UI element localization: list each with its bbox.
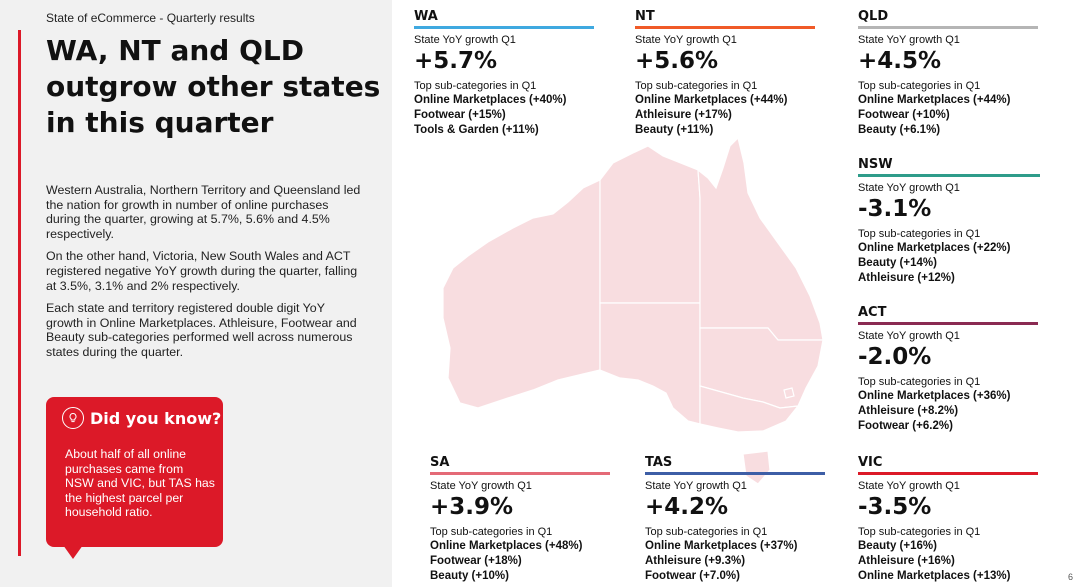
state-rule bbox=[430, 472, 610, 475]
category-item: Online Marketplaces (+40%) bbox=[414, 94, 567, 106]
top-categories-label: Top sub-categories in Q1 bbox=[858, 228, 981, 240]
category-item: Beauty (+11%) bbox=[635, 124, 714, 136]
state-rule bbox=[635, 26, 815, 29]
state-name: TAS bbox=[645, 455, 673, 470]
category-item: Athleisure (+9.3%) bbox=[645, 555, 746, 567]
state-rule bbox=[414, 26, 594, 29]
top-categories-label: Top sub-categories in Q1 bbox=[414, 80, 537, 92]
state-name: NT bbox=[635, 9, 655, 24]
growth-value: +4.2% bbox=[645, 494, 729, 520]
category-item: Online Marketplaces (+22%) bbox=[858, 242, 1011, 254]
state-rule bbox=[858, 472, 1038, 475]
paragraph-1: Western Australia, Northern Territory an… bbox=[46, 183, 361, 241]
category-item: Athleisure (+16%) bbox=[858, 555, 955, 567]
callout-text: About half of all online purchases came … bbox=[65, 447, 215, 520]
category-item: Online Marketplaces (+13%) bbox=[858, 570, 1011, 582]
lightbulb-icon bbox=[62, 407, 84, 429]
top-categories-label: Top sub-categories in Q1 bbox=[858, 80, 981, 92]
accent-bar bbox=[18, 30, 21, 556]
top-categories-label: Top sub-categories in Q1 bbox=[645, 526, 768, 538]
category-item: Online Marketplaces (+37%) bbox=[645, 540, 798, 552]
category-item: Athleisure (+17%) bbox=[635, 109, 732, 121]
growth-value: +3.9% bbox=[430, 494, 514, 520]
callout-title: Did you know? bbox=[90, 408, 222, 428]
map-vic bbox=[699, 385, 800, 433]
page-number: 6 bbox=[1068, 572, 1074, 582]
growth-label: State YoY growth Q1 bbox=[635, 34, 737, 46]
category-item: Tools & Garden (+11%) bbox=[414, 124, 539, 136]
state-name: QLD bbox=[858, 9, 889, 24]
growth-value: +5.7% bbox=[414, 48, 498, 74]
state-card-nsw: NSW State YoY growth Q1 -3.1% Top sub-ca… bbox=[858, 157, 1040, 286]
state-card-nt: NT State YoY growth Q1 +5.6% Top sub-cat… bbox=[635, 9, 815, 138]
category-item: Footwear (+15%) bbox=[414, 109, 506, 121]
growth-label: State YoY growth Q1 bbox=[858, 480, 960, 492]
report-kicker: State of eCommerce - Quarterly results bbox=[46, 11, 255, 25]
state-card-act: ACT State YoY growth Q1 -2.0% Top sub-ca… bbox=[858, 305, 1038, 434]
growth-label: State YoY growth Q1 bbox=[858, 34, 960, 46]
growth-label: State YoY growth Q1 bbox=[414, 34, 516, 46]
state-name: ACT bbox=[858, 305, 887, 320]
body-text: Western Australia, Northern Territory an… bbox=[46, 183, 364, 368]
category-item: Athleisure (+12%) bbox=[858, 272, 955, 284]
category-item: Beauty (+10%) bbox=[430, 570, 509, 582]
growth-value: -3.5% bbox=[858, 494, 932, 520]
category-item: Online Marketplaces (+36%) bbox=[858, 390, 1011, 402]
did-you-know-callout: Did you know? About half of all online p… bbox=[46, 397, 223, 547]
category-item: Beauty (+6.1%) bbox=[858, 124, 941, 136]
paragraph-3: Each state and territory registered doub… bbox=[46, 301, 357, 359]
top-categories-label: Top sub-categories in Q1 bbox=[858, 376, 981, 388]
growth-value: +5.6% bbox=[635, 48, 719, 74]
callout-pointer bbox=[63, 545, 83, 559]
category-item: Footwear (+6.2%) bbox=[858, 420, 953, 432]
category-item: Online Marketplaces (+48%) bbox=[430, 540, 583, 552]
page-headline: WA, NT and QLD outgrow other states in t… bbox=[46, 34, 381, 139]
growth-value: -2.0% bbox=[858, 344, 932, 370]
state-rule bbox=[858, 26, 1038, 29]
growth-value: +4.5% bbox=[858, 48, 942, 74]
category-item: Beauty (+16%) bbox=[858, 540, 937, 552]
state-name: WA bbox=[414, 9, 438, 24]
state-card-qld: QLD State YoY growth Q1 +4.5% Top sub-ca… bbox=[858, 9, 1038, 138]
top-categories-label: Top sub-categories in Q1 bbox=[430, 526, 553, 538]
state-card-sa: SA State YoY growth Q1 +3.9% Top sub-cat… bbox=[430, 455, 610, 584]
category-item: Footwear (+18%) bbox=[430, 555, 522, 567]
paragraph-2: On the other hand, Victoria, New South W… bbox=[46, 249, 358, 293]
state-name: NSW bbox=[858, 157, 893, 172]
map-nt bbox=[599, 145, 701, 304]
growth-label: State YoY growth Q1 bbox=[645, 480, 747, 492]
category-item: Online Marketplaces (+44%) bbox=[858, 94, 1011, 106]
growth-label: State YoY growth Q1 bbox=[858, 330, 960, 342]
category-item: Footwear (+7.0%) bbox=[645, 570, 740, 582]
map-wa bbox=[442, 179, 601, 409]
state-name: SA bbox=[430, 455, 450, 470]
state-card-vic: VIC State YoY growth Q1 -3.5% Top sub-ca… bbox=[858, 455, 1038, 584]
state-rule bbox=[645, 472, 825, 475]
top-categories-label: Top sub-categories in Q1 bbox=[858, 526, 981, 538]
category-item: Beauty (+14%) bbox=[858, 257, 937, 269]
state-card-tas: TAS State YoY growth Q1 +4.2% Top sub-ca… bbox=[645, 455, 825, 584]
callout-header: Did you know? bbox=[62, 407, 221, 429]
map-act bbox=[783, 387, 795, 399]
growth-label: State YoY growth Q1 bbox=[430, 480, 532, 492]
australia-map bbox=[442, 136, 824, 485]
state-card-wa: WA State YoY growth Q1 +5.7% Top sub-cat… bbox=[414, 9, 594, 138]
state-name: VIC bbox=[858, 455, 883, 470]
state-rule bbox=[858, 322, 1038, 325]
map-sa bbox=[599, 302, 701, 425]
category-item: Athleisure (+8.2%) bbox=[858, 405, 959, 417]
top-categories-label: Top sub-categories in Q1 bbox=[635, 80, 758, 92]
growth-value: -3.1% bbox=[858, 196, 932, 222]
state-rule bbox=[858, 174, 1040, 177]
category-item: Footwear (+10%) bbox=[858, 109, 950, 121]
category-item: Online Marketplaces (+44%) bbox=[635, 94, 788, 106]
map-qld bbox=[697, 136, 824, 341]
growth-label: State YoY growth Q1 bbox=[858, 182, 960, 194]
